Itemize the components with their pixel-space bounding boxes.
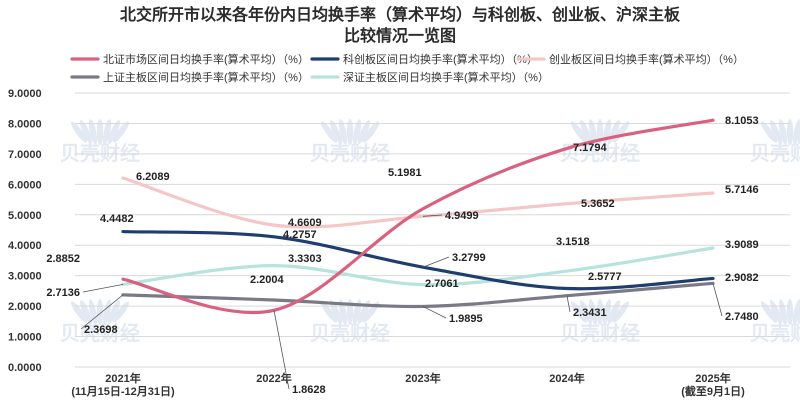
data-label-star: 2.9082 bbox=[725, 272, 759, 284]
data-label-bse: 2.8852 bbox=[46, 253, 80, 265]
data-label-leader bbox=[566, 295, 571, 313]
data-label-bse: 8.1053 bbox=[725, 115, 759, 127]
data-label-sz-main: 3.9089 bbox=[725, 239, 759, 251]
watermark-text: 贝壳财经 bbox=[60, 321, 140, 345]
data-label-bse: 1.8628 bbox=[292, 384, 326, 396]
data-label-star: 4.2757 bbox=[283, 229, 317, 241]
watermark-text: 贝壳财经 bbox=[750, 141, 800, 165]
series-line-chinext bbox=[121, 176, 715, 229]
x-tick-label: 2022年 bbox=[256, 371, 291, 385]
legend: 北证市场区间日均换手率(算术平均）（%） 科创板区间日均换手率(算术平均）（%） 创… bbox=[70, 52, 744, 84]
watermark: 贝壳财经 bbox=[310, 119, 390, 165]
data-label-sh-main: 2.7480 bbox=[725, 311, 759, 323]
data-label-sh-main: 1.9895 bbox=[449, 313, 483, 325]
data-label-chinext: 4.6609 bbox=[288, 217, 322, 229]
legend-label-star: 科创板区间日均换手率(算术平均）（%） bbox=[343, 52, 538, 66]
data-label-star: 2.5777 bbox=[588, 271, 622, 283]
data-label-leader bbox=[80, 294, 124, 330]
legend-label-sz-main: 深证主板区间日均换手率(算术平均）（%） bbox=[343, 70, 549, 84]
y-tick-label: 5.0000 bbox=[8, 210, 42, 222]
y-tick-label: 7.0000 bbox=[8, 149, 42, 161]
y-tick-label: 0.0000 bbox=[8, 362, 42, 374]
watermark: 贝壳财经 bbox=[750, 119, 800, 165]
watermark-text: 贝壳财经 bbox=[310, 141, 390, 165]
data-label-leader bbox=[273, 310, 290, 390]
x-tick-label: (11月15日-12月31日) bbox=[71, 385, 175, 398]
axes: 0.0000 1.0000 2.0000 3.0000 4.0000 5.0000 6.00… bbox=[8, 88, 745, 398]
y-tick-label: 1.0000 bbox=[8, 332, 42, 344]
watermark: 贝壳财经 bbox=[60, 119, 140, 165]
x-tick-label: 2021年 bbox=[105, 371, 140, 385]
watermark-text: 贝壳财经 bbox=[750, 321, 800, 345]
watermark: 贝壳财经 bbox=[560, 299, 640, 345]
x-tick-label: 2024年 bbox=[549, 371, 584, 385]
data-label-chinext: 5.7146 bbox=[725, 184, 759, 196]
data-label-leader bbox=[82, 283, 124, 293]
x-tick-label: 2025年 bbox=[695, 371, 730, 385]
watermark-layer: 贝壳财经贝壳财经贝壳财经贝壳财经贝壳财经贝壳财经贝壳财经贝壳财经 bbox=[60, 119, 800, 345]
series-line-star bbox=[121, 229, 715, 291]
y-tick-label: 9.0000 bbox=[8, 88, 42, 100]
data-label-chinext: 6.2089 bbox=[136, 171, 170, 183]
watermark-text: 贝壳财经 bbox=[60, 141, 140, 165]
watermark: 贝壳财经 bbox=[750, 299, 800, 345]
y-tick-label: 8.0000 bbox=[8, 118, 42, 130]
chart-title-line-1: 北交所开市以来各年份内日均换手率（算术平均）与科创板、创业板、沪深主板 bbox=[120, 5, 681, 24]
data-label-bse: 7.1794 bbox=[573, 142, 608, 154]
data-label-leader bbox=[422, 256, 450, 268]
data-label-sh-main: 2.2004 bbox=[250, 274, 285, 286]
y-tick-label: 6.0000 bbox=[8, 179, 42, 191]
data-label-chinext: 4.9499 bbox=[445, 210, 479, 222]
data-label-leader bbox=[422, 306, 447, 319]
watermark: 贝壳财经 bbox=[310, 299, 390, 345]
data-label-leader bbox=[712, 283, 723, 317]
series-line-sz-main bbox=[121, 246, 715, 287]
x-tick-label: (截至9月1日) bbox=[681, 384, 745, 398]
data-label-sz-main: 2.7136 bbox=[46, 287, 80, 299]
watermark-text: 贝壳财经 bbox=[310, 321, 390, 345]
data-labels: 2.8852 1.8628 5.1981 7.1794 8.1053 4.4482 4.27… bbox=[46, 115, 758, 396]
data-label-star: 3.2799 bbox=[452, 252, 486, 264]
y-tick-label: 4.0000 bbox=[8, 240, 42, 252]
data-label-chinext: 5.3652 bbox=[581, 198, 615, 210]
legend-label-sh-main: 上证主板区间日均换手率(算术平均）（%） bbox=[103, 70, 309, 84]
watermark: 贝壳财经 bbox=[60, 299, 140, 345]
data-label-star: 4.4482 bbox=[100, 213, 134, 225]
data-label-bse: 5.1981 bbox=[388, 167, 422, 179]
chart-title-line-2: 比较情况一览图 bbox=[344, 26, 456, 45]
y-tick-label: 2.0000 bbox=[8, 301, 42, 313]
watermark-text: 贝壳财经 bbox=[560, 321, 640, 345]
data-label-sz-main: 3.1518 bbox=[556, 236, 590, 248]
gridlines bbox=[75, 92, 790, 368]
y-tick-label: 3.0000 bbox=[8, 271, 42, 283]
data-label-leader bbox=[422, 214, 443, 217]
data-label-sz-main: 3.3303 bbox=[288, 253, 322, 265]
x-tick-label: 2023年 bbox=[405, 371, 440, 385]
legend-label-bse: 北证市场区间日均换手率(算术平均）（%） bbox=[103, 52, 309, 66]
series-line-bse bbox=[121, 118, 715, 315]
data-label-sh-main: 2.3431 bbox=[573, 307, 607, 319]
legend-label-chinext: 创业板区间日均换手率(算术平均）（%） bbox=[549, 52, 744, 66]
chart-title: 北交所开市以来各年份内日均换手率（算术平均）与科创板、创业板、沪深主板 比较情况… bbox=[120, 5, 681, 45]
data-label-sh-main: 2.3698 bbox=[84, 324, 118, 336]
data-label-sz-main: 2.7061 bbox=[425, 278, 459, 290]
